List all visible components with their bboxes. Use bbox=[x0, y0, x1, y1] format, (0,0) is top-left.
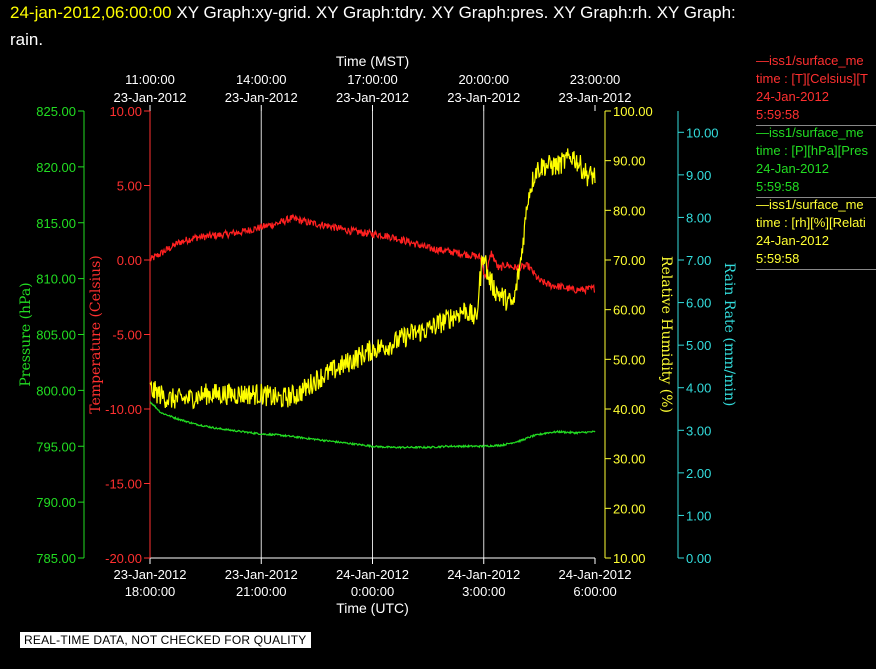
legend-line3: 24-Jan-2012 bbox=[756, 161, 829, 176]
y-tick-label: -10.00 bbox=[105, 402, 142, 417]
x-bottom-tick-time: 6:00:00 bbox=[573, 584, 616, 599]
y-tick-label: -20.00 bbox=[105, 551, 142, 566]
x-top-tick-date: 23-Jan-2012 bbox=[447, 90, 520, 105]
y-tick-label: 795.00 bbox=[36, 439, 76, 454]
y-tick-label: 6.00 bbox=[686, 296, 711, 311]
y-tick-label: 5.00 bbox=[117, 179, 142, 194]
y-tick-label: 815.00 bbox=[36, 216, 76, 231]
legend-separator bbox=[756, 269, 876, 270]
y-axis-label-temperature: Temperature (Celsius) bbox=[88, 255, 104, 413]
x-top-tick-date: 23-Jan-2012 bbox=[114, 90, 187, 105]
y-axis-label-rain: Rain Rate (mm/min) bbox=[721, 263, 737, 407]
y-tick-label: 40.00 bbox=[613, 402, 646, 417]
series-line-pressure bbox=[149, 401, 596, 450]
y-tick-label: 0.00 bbox=[686, 551, 711, 566]
y-axis-label-pressure: Pressure (hPa) bbox=[18, 282, 34, 386]
y-tick-label: -15.00 bbox=[105, 477, 142, 492]
y-tick-label: 810.00 bbox=[36, 272, 76, 287]
y-tick-label: 785.00 bbox=[36, 551, 76, 566]
y-tick-label: 825.00 bbox=[36, 104, 76, 119]
y-tick-label: 8.00 bbox=[686, 210, 711, 225]
x-bottom-tick-time: 3:00:00 bbox=[462, 584, 505, 599]
y-axis-label-humidity: Relative Humidity (%) bbox=[658, 256, 674, 413]
graph-title-line-2: rain. bbox=[10, 30, 44, 49]
y-tick-label: 50.00 bbox=[613, 352, 646, 367]
y-tick-label: 820.00 bbox=[36, 160, 76, 175]
legend-line1: —iss1/surface_me bbox=[756, 125, 864, 140]
legend-line4: 5:59:58 bbox=[756, 251, 800, 266]
x-top-tick-time: 14:00:00 bbox=[236, 72, 287, 87]
y-tick-label: 90.00 bbox=[613, 154, 646, 169]
x-top-tick-time: 20:00:00 bbox=[458, 72, 509, 87]
x-top-tick-time: 11:00:00 bbox=[125, 72, 175, 87]
y-tick-label: 30.00 bbox=[613, 452, 646, 467]
legend-line2: time : [T][Celsius][T bbox=[756, 71, 868, 86]
x-bottom-tick-date: 24-Jan-2012 bbox=[447, 567, 520, 582]
y-tick-label: 70.00 bbox=[613, 253, 646, 268]
y-tick-label: 20.00 bbox=[613, 501, 646, 516]
legend-line2: time : [rh][%][Relati bbox=[756, 215, 866, 230]
x-bottom-tick-date: 23-Jan-2012 bbox=[114, 567, 187, 582]
y-tick-label: 80.00 bbox=[613, 203, 646, 218]
x-bottom-tick-time: 18:00:00 bbox=[125, 584, 176, 599]
y-tick-label: 10.00 bbox=[109, 104, 142, 119]
x-bottom-tick-date: 23-Jan-2012 bbox=[225, 567, 298, 582]
y-tick-label: -5.00 bbox=[112, 328, 142, 343]
y-tick-label: 790.00 bbox=[36, 495, 76, 510]
timestamp: 24-jan-2012,06:00:00 bbox=[10, 3, 172, 22]
x-bottom-tick-date: 24-Jan-2012 bbox=[336, 567, 409, 582]
series-line-humidity bbox=[149, 148, 596, 410]
legend-line3: 24-Jan-2012 bbox=[756, 89, 829, 104]
quality-disclaimer: REAL-TIME DATA, NOT CHECKED FOR QUALITY bbox=[20, 632, 311, 648]
y-tick-label: 2.00 bbox=[686, 466, 711, 481]
y-tick-label: 9.00 bbox=[686, 168, 711, 183]
legend-line4: 5:59:58 bbox=[756, 179, 800, 194]
y-tick-label: 10.00 bbox=[613, 551, 646, 566]
legend-line2: time : [P][hPa][Pres bbox=[756, 143, 868, 158]
legend-line1: —iss1/surface_me bbox=[756, 53, 864, 68]
y-tick-label: 3.00 bbox=[686, 423, 711, 438]
graph-list: XY Graph:xy-grid. XY Graph:tdry. XY Grap… bbox=[176, 3, 736, 22]
y-tick-label: 7.00 bbox=[686, 253, 711, 268]
graph-title-line-1: 24-jan-2012,06:00:00 XY Graph:xy-grid. X… bbox=[10, 3, 736, 23]
y-tick-label: 805.00 bbox=[36, 328, 76, 343]
y-tick-label: 4.00 bbox=[686, 381, 711, 396]
legend-line3: 24-Jan-2012 bbox=[756, 233, 829, 248]
legend-line1: —iss1/surface_me bbox=[756, 197, 864, 212]
x-top-tick-time: 17:00:00 bbox=[347, 72, 398, 87]
legend-line4: 5:59:58 bbox=[756, 107, 800, 122]
x-top-tick-time: 23:00:00 bbox=[570, 72, 621, 87]
legend-separator bbox=[756, 125, 876, 126]
y-tick-label: 5.00 bbox=[686, 338, 711, 353]
x-bottom-tick-date: 24-Jan-2012 bbox=[559, 567, 632, 582]
x-top-tick-date: 23-Jan-2012 bbox=[559, 90, 632, 105]
x-bottom-tick-time: 21:00:00 bbox=[236, 584, 287, 599]
x-top-tick-date: 23-Jan-2012 bbox=[336, 90, 409, 105]
x-top-axis-label: Time (MST) bbox=[336, 53, 409, 69]
y-tick-label: 60.00 bbox=[613, 303, 646, 318]
legend-separator bbox=[756, 197, 876, 198]
x-bottom-tick-time: 0:00:00 bbox=[351, 584, 394, 599]
y-tick-label: 10.00 bbox=[686, 125, 719, 140]
x-top-tick-date: 23-Jan-2012 bbox=[225, 90, 298, 105]
y-tick-label: 100.00 bbox=[613, 104, 653, 119]
series-line-temperature bbox=[149, 213, 595, 296]
y-tick-label: 800.00 bbox=[36, 383, 76, 398]
y-tick-label: 0.00 bbox=[117, 253, 142, 268]
y-tick-label: 1.00 bbox=[686, 508, 711, 523]
x-bottom-axis-label: Time (UTC) bbox=[336, 600, 409, 616]
